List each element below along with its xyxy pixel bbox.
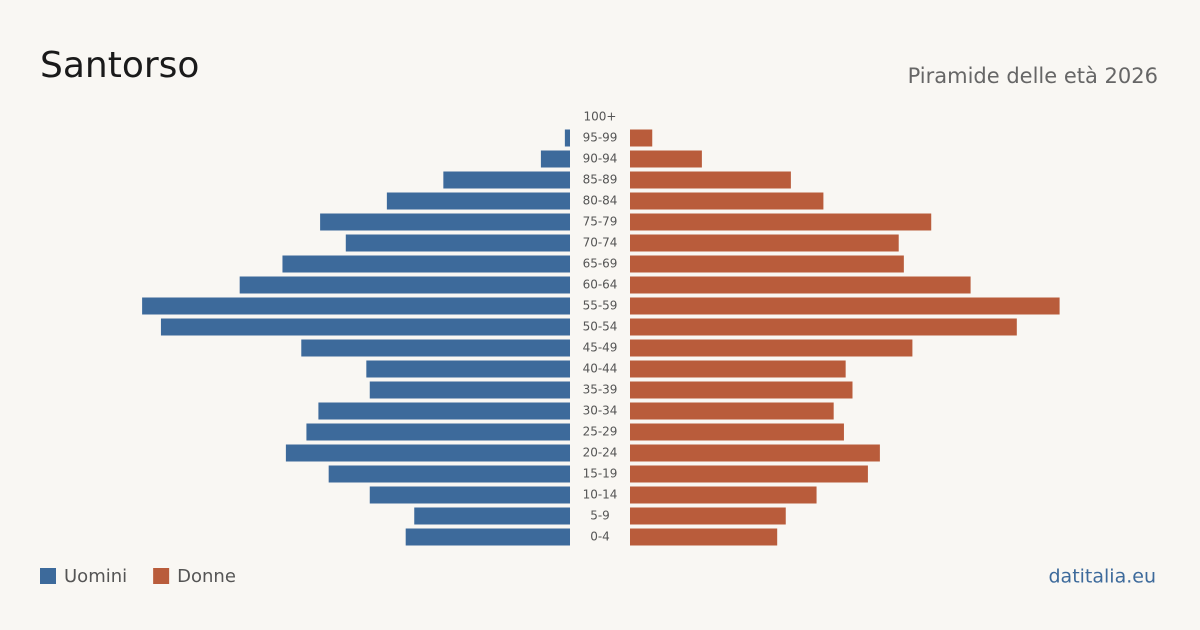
bar-men — [328, 465, 570, 483]
age-label: 70-74 — [583, 236, 618, 250]
bar-men — [142, 297, 570, 315]
bar-men — [369, 486, 570, 504]
bar-women — [630, 276, 971, 294]
age-label: 100+ — [584, 110, 617, 124]
chart-subtitle: Piramide delle età 2026 — [908, 64, 1158, 88]
bar-women — [630, 234, 899, 252]
legend-label: Donne — [177, 566, 236, 587]
bar-women — [630, 150, 702, 168]
age-label: 85-89 — [583, 173, 618, 187]
bar-women — [630, 528, 778, 546]
bar-men — [160, 318, 570, 336]
bar-women — [630, 423, 844, 441]
bar-women — [630, 339, 913, 357]
bar-women — [630, 255, 904, 273]
bar-men — [320, 213, 570, 231]
bar-men — [369, 381, 570, 399]
age-label: 45-49 — [583, 341, 618, 355]
bar-men — [239, 276, 570, 294]
bar-men — [285, 444, 570, 462]
chart-title: Santorso — [40, 45, 199, 86]
bar-men — [366, 360, 570, 378]
bar-women — [630, 486, 817, 504]
source[interactable]: datitalia.eu — [1049, 566, 1157, 588]
legend-swatch — [153, 568, 170, 584]
age-label: 40-44 — [583, 362, 618, 376]
age-label: 80-84 — [583, 194, 618, 208]
bar-women — [630, 129, 653, 147]
age-label: 0-4 — [590, 530, 610, 544]
bar-women — [630, 213, 932, 231]
bar-men — [405, 528, 570, 546]
age-label: 20-24 — [583, 446, 618, 460]
age-label: 5-9 — [590, 509, 610, 523]
age-label: 55-59 — [583, 299, 618, 313]
bar-men — [318, 402, 570, 420]
bar-women — [630, 360, 846, 378]
bar-men — [443, 171, 570, 189]
bar-women — [630, 444, 880, 462]
age-label: 25-29 — [583, 425, 618, 439]
bar-women — [630, 171, 791, 189]
age-label: 75-79 — [583, 215, 618, 229]
age-label: 30-34 — [583, 404, 618, 418]
age-label: 35-39 — [583, 383, 618, 397]
bar-men — [301, 339, 570, 357]
bar-women — [630, 507, 786, 525]
age-label: 50-54 — [583, 320, 618, 334]
bar-men — [282, 255, 570, 273]
bar-men — [345, 234, 570, 252]
bar-men — [414, 507, 570, 525]
bar-women — [630, 192, 824, 210]
age-label: 10-14 — [583, 488, 618, 502]
age-label: 15-19 — [583, 467, 618, 481]
age-label: 60-64 — [583, 278, 618, 292]
age-label: 90-94 — [583, 152, 618, 166]
bar-men — [306, 423, 570, 441]
bar-women — [630, 381, 853, 399]
bar-men — [386, 192, 570, 210]
bar-women — [630, 402, 834, 420]
bar-women — [630, 297, 1060, 315]
legend-swatch — [40, 568, 56, 584]
bar-women — [630, 318, 1017, 336]
age-label: 95-99 — [583, 131, 618, 145]
bar-women — [630, 465, 868, 483]
bar-men — [540, 150, 570, 168]
bar-men — [564, 129, 570, 147]
age-label: 65-69 — [583, 257, 618, 271]
legend-label: Uomini — [64, 566, 127, 587]
